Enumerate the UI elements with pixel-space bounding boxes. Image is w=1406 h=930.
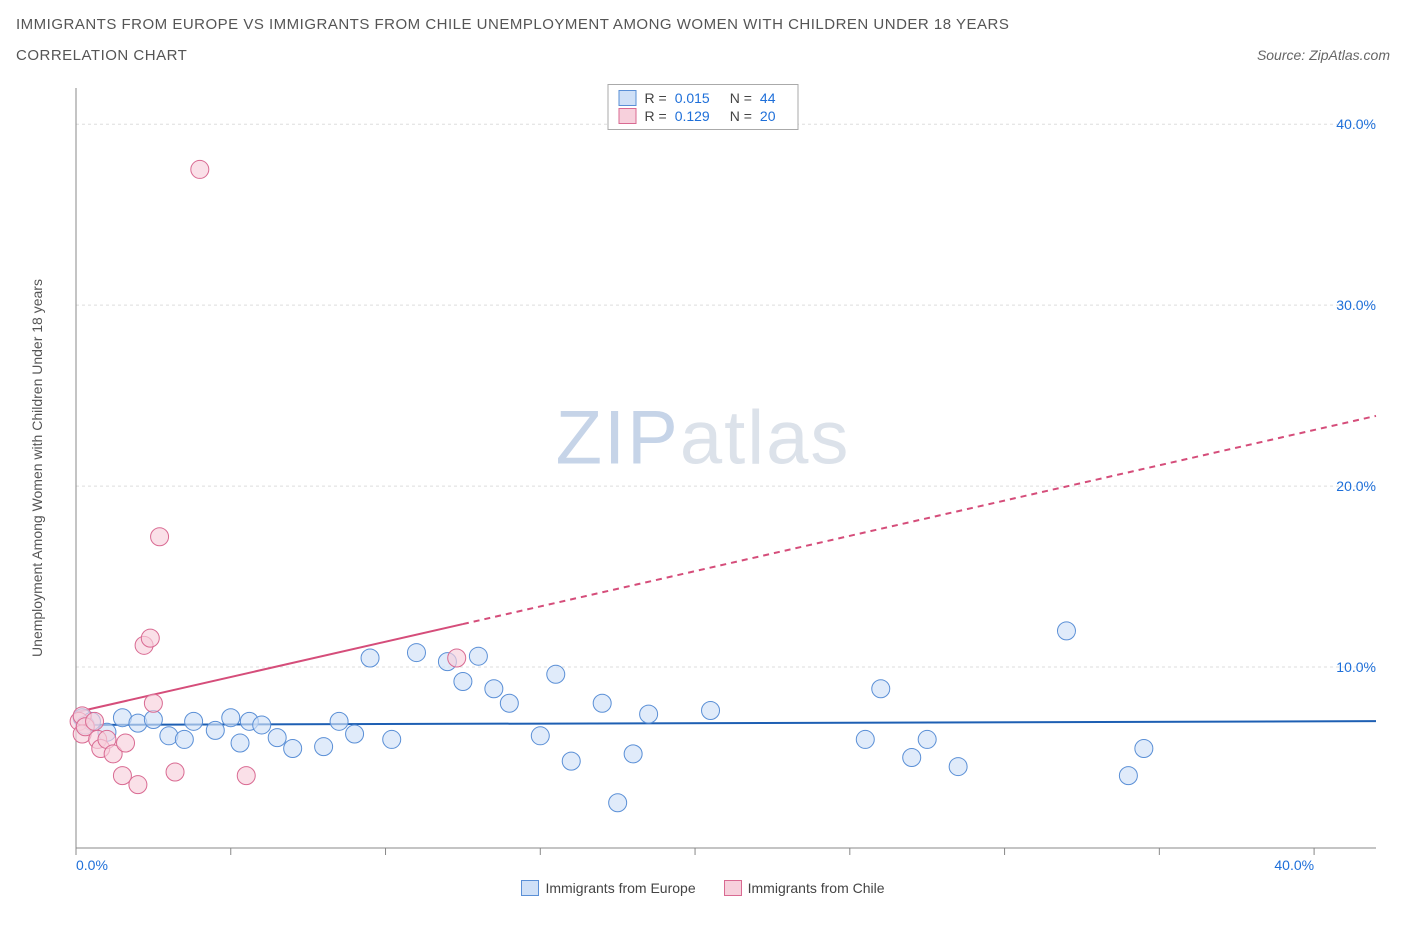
n-value-chile: 20 <box>760 108 776 124</box>
n-value-europe: 44 <box>760 90 776 106</box>
svg-text:40.0%: 40.0% <box>1274 857 1314 873</box>
svg-text:20.0%: 20.0% <box>1336 478 1376 494</box>
legend-item-europe: Immigrants from Europe <box>521 880 695 896</box>
swatch-europe <box>521 880 539 896</box>
r-label: R = <box>645 90 667 106</box>
source-attribution: Source: ZipAtlas.com <box>1257 47 1390 63</box>
stats-row-series-2: R = 0.129 N = 20 <box>619 107 788 125</box>
subtitle-row: CORRELATION CHART Source: ZipAtlas.com <box>16 47 1390 64</box>
r-value-chile: 0.129 <box>675 108 710 124</box>
chart-subtitle: CORRELATION CHART <box>16 47 187 64</box>
swatch-chile <box>724 880 742 896</box>
legend-item-chile: Immigrants from Chile <box>724 880 885 896</box>
swatch-chile <box>619 108 637 124</box>
r-label: R = <box>645 108 667 124</box>
svg-text:40.0%: 40.0% <box>1336 116 1376 132</box>
legend-label-chile: Immigrants from Chile <box>748 880 885 896</box>
stats-row-series-1: R = 0.015 N = 44 <box>619 89 788 107</box>
svg-text:Unemployment Among Women with: Unemployment Among Women with Children U… <box>29 279 45 657</box>
svg-text:30.0%: 30.0% <box>1336 297 1376 313</box>
legend-label-europe: Immigrants from Europe <box>545 880 695 896</box>
chart-container: R = 0.015 N = 44 R = 0.129 N = 20 ZIPatl… <box>16 78 1390 896</box>
series-legend: Immigrants from Europe Immigrants from C… <box>16 880 1390 896</box>
r-value-europe: 0.015 <box>675 90 710 106</box>
swatch-europe <box>619 90 637 106</box>
correlation-stats-box: R = 0.015 N = 44 R = 0.129 N = 20 <box>608 84 799 130</box>
chart-title: IMMIGRANTS FROM EUROPE VS IMMIGRANTS FRO… <box>16 16 1390 33</box>
scatter-chart: 10.0% 20.0% 30.0% 40.0% 0.0% 40.0% Unemploymen… <box>16 78 1390 878</box>
svg-text:10.0%: 10.0% <box>1336 659 1376 675</box>
n-label: N = <box>730 90 752 106</box>
svg-text:0.0%: 0.0% <box>76 857 108 873</box>
n-label: N = <box>730 108 752 124</box>
